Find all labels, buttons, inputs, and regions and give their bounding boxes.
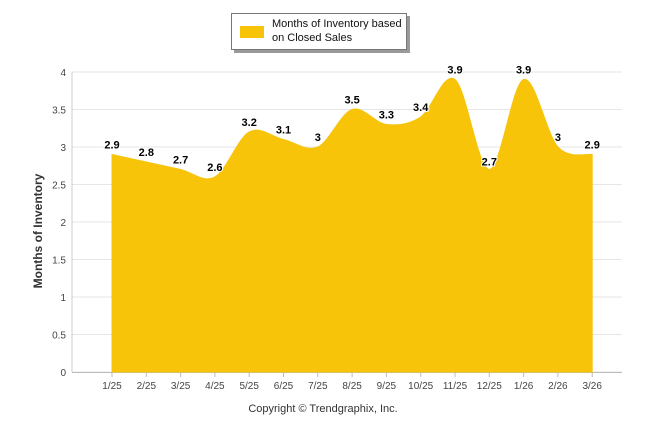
y-tick-label: 3.5 xyxy=(52,106,66,117)
y-axis-label: Months of Inventory xyxy=(31,173,45,289)
legend-swatch xyxy=(240,26,264,38)
data-label: 3.3 xyxy=(379,110,394,122)
y-tick-label: 4 xyxy=(60,68,66,79)
x-tick-label: 2/26 xyxy=(548,381,568,392)
y-tick-label: 3 xyxy=(60,143,66,154)
data-label: 2.8 xyxy=(139,147,154,159)
x-tick-label: 2/25 xyxy=(137,381,157,392)
y-tick-labels: 0 0.5 1 1.5 2 2.5 3 3.5 4 xyxy=(52,68,66,379)
x-tick-label: 1/25 xyxy=(102,381,122,392)
x-tick-label: 1/26 xyxy=(514,381,534,392)
x-tick-label: 5/25 xyxy=(239,381,259,392)
data-label: 3.2 xyxy=(242,117,257,129)
legend-entry-label: Months of Inventory based on Closed Sale… xyxy=(272,18,402,44)
y-tick-label: 2 xyxy=(60,218,66,229)
x-tick-label: 3/25 xyxy=(171,381,191,392)
series-area xyxy=(111,77,593,373)
x-tick-label: 11/25 xyxy=(443,381,468,392)
data-labels: 2.9 2.8 2.7 2.6 3.2 3.1 3 3.5 3.3 3.4 3.9 2.7 3.9 3 2.… xyxy=(103,64,600,176)
data-label: 2.6 xyxy=(207,162,222,174)
copyright-text: Copyright © Trendgraphix, Inc. xyxy=(248,403,398,415)
x-tick-labels: 1/25 2/25 3/25 4/25 5/25 6/25 7/25 8/25 9/25 10/2… xyxy=(102,381,602,392)
data-label: 3.9 xyxy=(516,65,531,77)
y-tick-label: 1.5 xyxy=(52,256,66,267)
data-label: 3 xyxy=(555,132,561,144)
series-area-fill xyxy=(111,77,593,373)
x-tick-label: 8/25 xyxy=(342,381,362,392)
y-tick-label: 1 xyxy=(60,293,66,304)
x-tick-label: 3/26 xyxy=(582,381,602,392)
data-label: 3.5 xyxy=(344,95,359,107)
y-tick-label: 0.5 xyxy=(52,331,66,342)
data-label: 3 xyxy=(315,132,321,144)
data-label: 3.1 xyxy=(276,125,291,137)
x-tick-label: 6/25 xyxy=(274,381,294,392)
x-tick-label: 12/25 xyxy=(477,381,502,392)
x-tick-label: 7/25 xyxy=(308,381,328,392)
y-tick-label: 0 xyxy=(60,368,66,379)
data-label: 2.9 xyxy=(585,140,600,152)
x-tick-label: 4/25 xyxy=(205,381,225,392)
data-label: 2.7 xyxy=(482,157,497,169)
data-label: 3.9 xyxy=(447,65,462,77)
y-tick-label: 2.5 xyxy=(52,181,66,192)
data-label: 2.9 xyxy=(104,140,119,152)
x-tick-label: 10/25 xyxy=(408,381,433,392)
legend[interactable]: Months of Inventory based on Closed Sale… xyxy=(231,13,407,50)
data-label: 3.4 xyxy=(413,102,429,114)
x-tick-label: 9/25 xyxy=(377,381,397,392)
data-label: 2.7 xyxy=(173,155,188,167)
